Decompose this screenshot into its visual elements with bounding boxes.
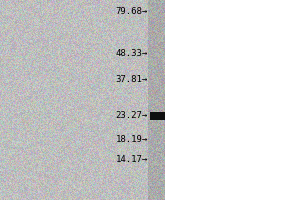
Text: 18.19→: 18.19→	[116, 136, 148, 144]
Text: 14.17→: 14.17→	[116, 156, 148, 164]
Text: 79.68→: 79.68→	[116, 7, 148, 17]
Text: 37.81→: 37.81→	[116, 74, 148, 84]
Text: 48.33→: 48.33→	[116, 49, 148, 58]
Text: 23.27→: 23.27→	[116, 112, 148, 120]
